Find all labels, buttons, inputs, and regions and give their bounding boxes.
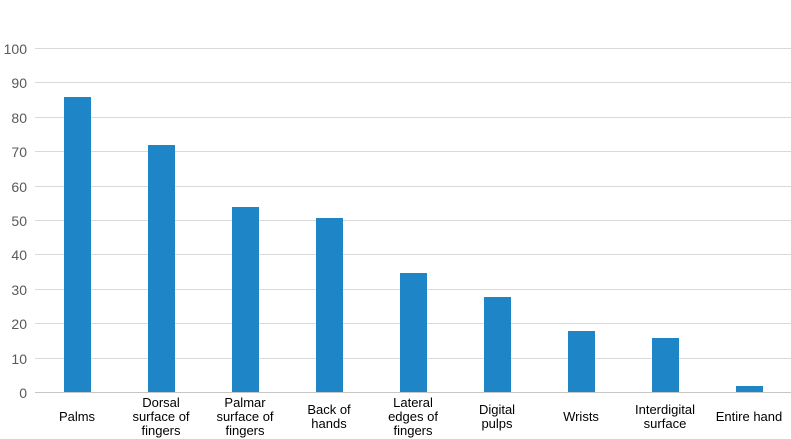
y-axis-tick-label: 60 bbox=[11, 178, 27, 195]
x-axis-tick-label: Palms bbox=[58, 409, 96, 424]
x-axis-tick-label: Entire hand bbox=[715, 409, 783, 424]
x-axis-tick-label: Interdigital surface bbox=[635, 402, 695, 431]
x-axis-tick-slot: Palms bbox=[35, 395, 119, 439]
y-axis-tick-label: 0 bbox=[19, 385, 27, 401]
bar bbox=[315, 217, 343, 393]
bar bbox=[147, 145, 175, 393]
bar-slot bbox=[539, 49, 623, 393]
gridline bbox=[35, 185, 791, 187]
bar bbox=[483, 296, 511, 393]
bar bbox=[735, 386, 763, 393]
gridline bbox=[35, 220, 791, 221]
bar bbox=[399, 272, 427, 393]
x-axis-tick-label: Back of hands bbox=[307, 402, 351, 431]
y-axis: 0 10 20 30 40 50 60 70 80 90 100 bbox=[0, 42, 27, 400]
y-axis-tick-label: 90 bbox=[11, 75, 27, 92]
bar-slot bbox=[455, 49, 539, 393]
gridline bbox=[35, 151, 791, 153]
x-axis-tick-slot: Back of hands bbox=[287, 395, 371, 439]
bar-slot bbox=[371, 49, 455, 393]
y-axis-tick-label: 100 bbox=[3, 41, 27, 57]
x-axis-tick-label: Palmar surface of fingers bbox=[216, 395, 274, 438]
gridline bbox=[35, 48, 791, 49]
x-axis-tick-label: Lateral edges of fingers bbox=[388, 395, 438, 438]
bar-slot bbox=[623, 49, 707, 393]
bar bbox=[231, 207, 259, 393]
x-axis-tick-slot: Lateral edges of fingers bbox=[371, 395, 455, 439]
x-axis-tick-label: Wrists bbox=[563, 409, 599, 424]
gridline bbox=[35, 254, 791, 256]
x-axis-line bbox=[35, 392, 791, 393]
x-axis-tick-slot: Interdigital surface bbox=[623, 395, 707, 439]
y-axis-tick-label: 10 bbox=[11, 350, 27, 367]
bar-slot bbox=[707, 49, 791, 393]
x-axis-tick-slot: Palmar surface of fingers bbox=[203, 395, 287, 439]
x-axis-tick-slot: Digital pulps bbox=[455, 395, 539, 439]
bar-slot bbox=[203, 49, 287, 393]
bar bbox=[567, 331, 595, 393]
x-axis-tick-slot: Entire hand bbox=[707, 395, 791, 439]
y-axis-tick-label: 70 bbox=[11, 144, 27, 161]
y-axis-tick-label: 30 bbox=[11, 281, 27, 298]
x-axis-tick-label: Digital pulps bbox=[478, 402, 516, 431]
bar bbox=[651, 337, 679, 393]
y-axis-tick-label: 50 bbox=[11, 213, 27, 229]
plot-area bbox=[35, 48, 791, 393]
gridline bbox=[35, 116, 791, 118]
y-axis-tick-label: 20 bbox=[11, 316, 27, 333]
x-axis-tick-slot: Wrists bbox=[539, 395, 623, 439]
gridline bbox=[35, 82, 791, 84]
y-axis-tick-label: 80 bbox=[11, 109, 27, 126]
x-axis-tick-slot: Dorsal surface of fingers bbox=[119, 395, 203, 439]
bar-series bbox=[35, 49, 791, 393]
x-axis-tick-label: Dorsal surface of fingers bbox=[132, 395, 190, 438]
bar-slot bbox=[287, 49, 371, 393]
bar-slot bbox=[35, 49, 119, 393]
bar bbox=[63, 97, 91, 393]
bar-slot bbox=[119, 49, 203, 393]
y-axis-tick-label: 40 bbox=[11, 247, 27, 264]
x-axis: Palms Dorsal surface of fingers Palmar sur… bbox=[35, 395, 791, 439]
